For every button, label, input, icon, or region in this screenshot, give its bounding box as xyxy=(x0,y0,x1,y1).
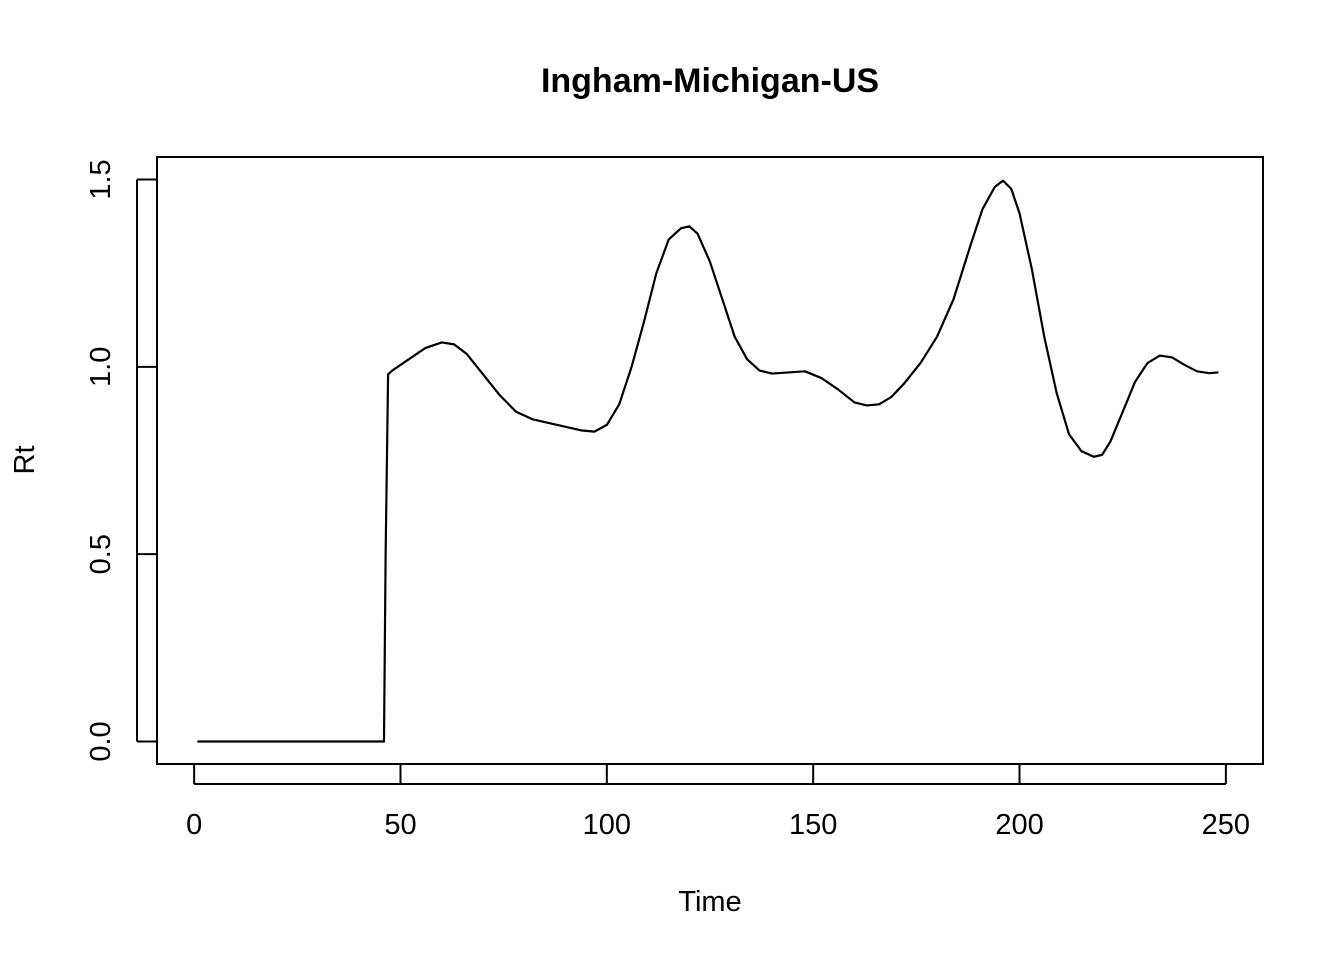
x-axis: 0 50 100 150 200 250 xyxy=(186,764,1250,841)
y-tick-label: 0.0 xyxy=(85,721,117,761)
y-tick-label: 1.5 xyxy=(85,159,117,199)
y-tick-label: 1.0 xyxy=(85,347,117,387)
x-tick-label: 250 xyxy=(1202,809,1250,841)
x-tick-label: 150 xyxy=(789,809,837,841)
y-axis-label: Rt xyxy=(9,446,41,475)
y-tick-label: 0.5 xyxy=(85,534,117,574)
chart-title: Ingham-Michigan-US xyxy=(541,62,879,100)
x-tick-label: 200 xyxy=(995,809,1043,841)
x-axis-label: Time xyxy=(678,886,741,918)
rt-series-line xyxy=(197,179,1219,743)
x-tick-label: 0 xyxy=(186,809,202,841)
x-tick-label: 50 xyxy=(384,809,416,841)
plot-frame xyxy=(156,156,1264,765)
x-tick-label: 100 xyxy=(583,809,631,841)
y-axis: 0.0 0.5 1.0 1.5 xyxy=(85,159,157,762)
